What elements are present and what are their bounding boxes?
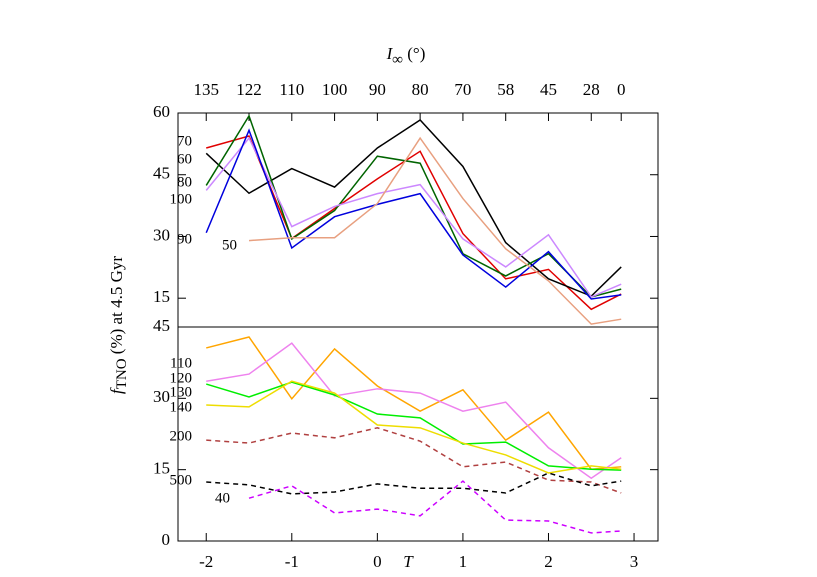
series-label: 60 [177,151,192,167]
series-label: 500 [170,472,193,488]
label-part: (%) at 4.5 Gyr [107,256,126,359]
series-line [206,380,622,474]
series-label: 140 [170,399,193,415]
y-tick-label: 0 [162,530,171,549]
series-line [248,136,622,325]
label-part: TNO [114,358,130,389]
y-tick-label: 15 [153,287,170,306]
series-line [205,114,622,298]
series-line [205,128,622,300]
label-part: ∞ [392,52,403,68]
series-label: 70 [177,133,192,149]
top-tick-label: 28 [583,80,600,99]
series-label: 130 [170,384,193,400]
top-tick-label: 100 [322,80,348,99]
series-label: 90 [177,231,192,247]
label-part: I [386,44,394,63]
x-tick-label: 0 [373,552,382,571]
y-tick-label: 15 [153,459,170,478]
y-tick-label: 45 [153,316,170,335]
x-tick-label: -1 [285,552,299,571]
y-tick-label: 60 [153,102,170,121]
series-label: 120 [170,370,193,386]
series-label: 200 [170,428,193,444]
top-tick-label: 80 [412,80,429,99]
x-axis-label: T [403,552,414,571]
series-label: 80 [177,174,192,190]
top-axis-label: I∞ (°) [386,44,426,69]
x-tick-label: -2 [199,552,213,571]
top-tick-label: 110 [279,80,304,99]
label-part: (°) [403,44,425,63]
series-label: 110 [170,355,192,371]
series-line [205,136,622,298]
top-panel-frame [177,112,659,328]
series-line [206,427,622,494]
series-label: 100 [170,191,193,207]
y-tick-label: 45 [153,164,170,183]
series-line [206,381,622,471]
bottom-panel-frame [177,326,659,542]
series-line [206,336,622,470]
top-tick-label: 135 [193,80,219,99]
x-tick-label: 1 [459,552,468,571]
top-tick-label: 90 [369,80,386,99]
series-label: 50 [222,237,237,253]
series-label: 40 [215,490,230,506]
top-tick-label: 122 [236,80,262,99]
top-tick-label: 45 [540,80,557,99]
series-line [248,480,622,534]
series-line [206,135,622,311]
series-line [206,472,622,495]
y-axis-label: fTNO (%) at 4.5 Gyr [107,256,131,394]
y-tick-label: 30 [153,225,170,244]
x-tick-label: 3 [630,552,639,571]
label-part: f [107,387,126,394]
series-line [205,119,622,298]
top-tick-label: 58 [497,80,514,99]
x-tick-label: 2 [544,552,553,571]
top-tick-label: 0 [617,80,626,99]
top-tick-label: 70 [454,80,471,99]
y-tick-label: 30 [153,387,170,406]
series-line [206,342,622,480]
